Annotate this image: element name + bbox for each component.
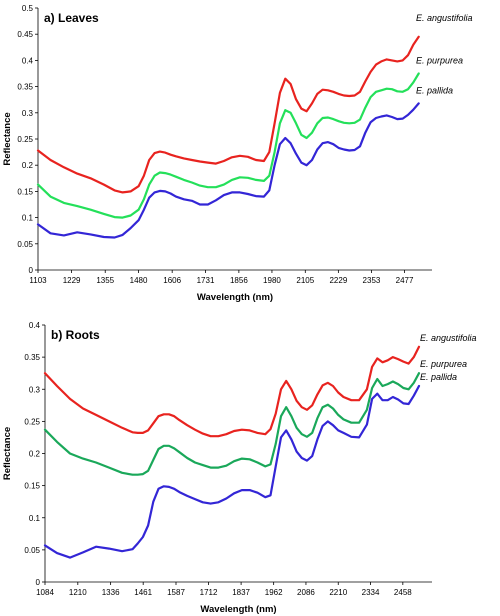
x-tick-label: 1731 xyxy=(197,276,215,285)
y-tick-label: 0.4 xyxy=(22,56,34,65)
y-tick-label: 0.2 xyxy=(29,450,41,459)
y-axis-label: Reflectance xyxy=(2,112,13,165)
y-tick-label: 0.5 xyxy=(22,4,34,13)
y-tick-label: 0.3 xyxy=(29,385,41,394)
x-tick-label: 2229 xyxy=(329,276,347,285)
y-tick-label: 0.35 xyxy=(17,83,33,92)
x-tick-label: 2334 xyxy=(362,588,380,597)
y-tick-label: 0 xyxy=(36,578,41,587)
x-tick-label: 2458 xyxy=(394,588,412,597)
y-tick-label: 0.45 xyxy=(17,30,33,39)
x-tick-label: 2353 xyxy=(363,276,381,285)
x-tick-label: 1980 xyxy=(263,276,281,285)
y-tick-label: 0 xyxy=(29,266,34,275)
series-line xyxy=(36,72,420,219)
series-line xyxy=(36,102,420,239)
x-tick-label: 1606 xyxy=(163,276,181,285)
x-tick-label: 2086 xyxy=(297,588,315,597)
y-tick-label: 0.15 xyxy=(24,482,40,491)
y-tick-label: 0.1 xyxy=(29,514,41,523)
series-label: E. angustifolia xyxy=(420,333,477,343)
x-axis-label: Wavelength (nm) xyxy=(197,292,273,303)
y-tick-label: 0.15 xyxy=(17,187,33,196)
panel-title: a) Leaves xyxy=(44,11,99,25)
x-tick-label: 1103 xyxy=(29,276,47,285)
x-tick-label: 1461 xyxy=(134,588,152,597)
y-tick-label: 0.1 xyxy=(22,214,34,223)
series-line xyxy=(43,384,421,559)
y-tick-label: 0.2 xyxy=(22,161,34,170)
panel-title: b) Roots xyxy=(51,328,100,342)
y-tick-label: 0.25 xyxy=(17,135,33,144)
x-tick-label: 1229 xyxy=(63,276,81,285)
series-label: E. purpurea xyxy=(420,359,467,369)
y-tick-label: 0.3 xyxy=(22,109,34,118)
x-tick-label: 1210 xyxy=(69,588,87,597)
y-axis-label: Reflectance xyxy=(2,427,13,480)
y-tick-label: 0.25 xyxy=(24,417,40,426)
y-tick-label: 0.35 xyxy=(24,353,40,362)
series-line xyxy=(36,35,420,194)
x-axis-label: Wavelength (nm) xyxy=(200,604,276,615)
y-tick-label: 0.05 xyxy=(24,546,40,555)
series-label: E. purpurea xyxy=(416,56,463,66)
x-tick-label: 2105 xyxy=(296,276,314,285)
x-tick-label: 1712 xyxy=(200,588,218,597)
x-tick-label: 1084 xyxy=(36,588,54,597)
series-label: E. pallida xyxy=(416,85,453,95)
y-tick-label: 0.05 xyxy=(17,240,33,249)
chart-panel-1: 0 0.05 0.1 0.15 0.2 0.25 0.3 0.35 0.4 1084 1210 133… xyxy=(2,321,477,615)
y-tick-label: 0.4 xyxy=(29,321,41,330)
series-label: E. pallida xyxy=(420,372,457,382)
x-tick-label: 1355 xyxy=(96,276,114,285)
series-line xyxy=(43,372,421,476)
x-tick-label: 1587 xyxy=(167,588,185,597)
x-tick-label: 2477 xyxy=(396,276,414,285)
series-label: E. angustifolia xyxy=(416,13,473,23)
x-tick-label: 2210 xyxy=(329,588,347,597)
x-tick-label: 1480 xyxy=(130,276,148,285)
x-tick-label: 1837 xyxy=(232,588,250,597)
x-tick-label: 1336 xyxy=(102,588,120,597)
chart-panel-0: 0 0.05 0.1 0.15 0.2 0.25 0.3 0.35 0.4 0.45 0.5 1103… xyxy=(2,4,473,303)
x-tick-label: 1962 xyxy=(265,588,283,597)
x-tick-label: 1856 xyxy=(230,276,248,285)
series-line xyxy=(43,345,421,438)
